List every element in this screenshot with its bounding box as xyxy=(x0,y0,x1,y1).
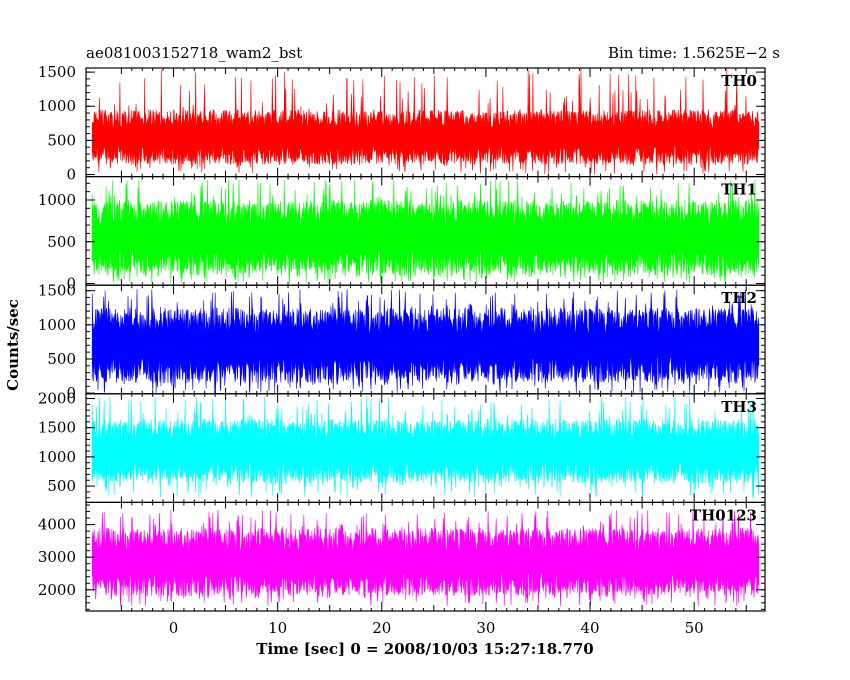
y-tick-label: 4000 xyxy=(38,516,76,534)
x-tick-label: 10 xyxy=(268,619,287,637)
y-tick-label: 500 xyxy=(47,233,76,251)
y-tick-label: 1500 xyxy=(38,63,76,81)
series-trace-th0123 xyxy=(91,509,760,607)
x-tick-label: 40 xyxy=(580,619,599,637)
y-tick-label: 2000 xyxy=(38,581,76,599)
frame-layer xyxy=(85,67,766,612)
y-tick-label: 0 xyxy=(66,275,76,293)
series-trace-th1 xyxy=(91,179,760,284)
y-tick-label: 2000 xyxy=(38,389,76,407)
panel-label-th1: TH1 xyxy=(721,181,757,199)
panel-label-th2: TH2 xyxy=(721,289,757,307)
y-tick-label: 1000 xyxy=(38,316,76,334)
y-tick-label: 3000 xyxy=(38,548,76,566)
x-tick-label: 0 xyxy=(169,619,179,637)
y-tick-label: 1500 xyxy=(38,282,76,300)
trace-layer xyxy=(91,68,760,607)
bin-time-label: Bin time: 1.5625E−2 s xyxy=(608,44,780,62)
y-tick-label: 1000 xyxy=(38,191,76,209)
x-tick-label: 30 xyxy=(476,619,495,637)
panel-label-th3: TH3 xyxy=(721,398,757,416)
y-tick-label: 500 xyxy=(47,477,76,495)
series-trace-th3 xyxy=(91,396,760,498)
chart-title: ae081003152718_wam2_bst xyxy=(86,44,302,62)
x-tick-label: 20 xyxy=(372,619,391,637)
y-axis-label: Counts/sec xyxy=(4,299,22,391)
y-tick-label: 500 xyxy=(47,131,76,149)
y-tick-label: 1000 xyxy=(38,97,76,115)
panel-label-th0: TH0 xyxy=(721,72,757,90)
y-tick-label: 0 xyxy=(66,384,76,402)
panel-label-th0123: TH0123 xyxy=(690,506,757,524)
y-tick-label: 500 xyxy=(47,350,76,368)
series-trace-th0 xyxy=(91,68,760,175)
x-tick-label: 50 xyxy=(685,619,704,637)
y-tick-label: 1500 xyxy=(38,419,76,437)
y-tick-label: 1000 xyxy=(38,448,76,466)
y-tick-label: 0 xyxy=(66,166,76,184)
x-axis-label: Time [sec] 0 = 2008/10/03 15:27:18.770 xyxy=(256,640,593,658)
series-trace-th2 xyxy=(91,289,760,394)
